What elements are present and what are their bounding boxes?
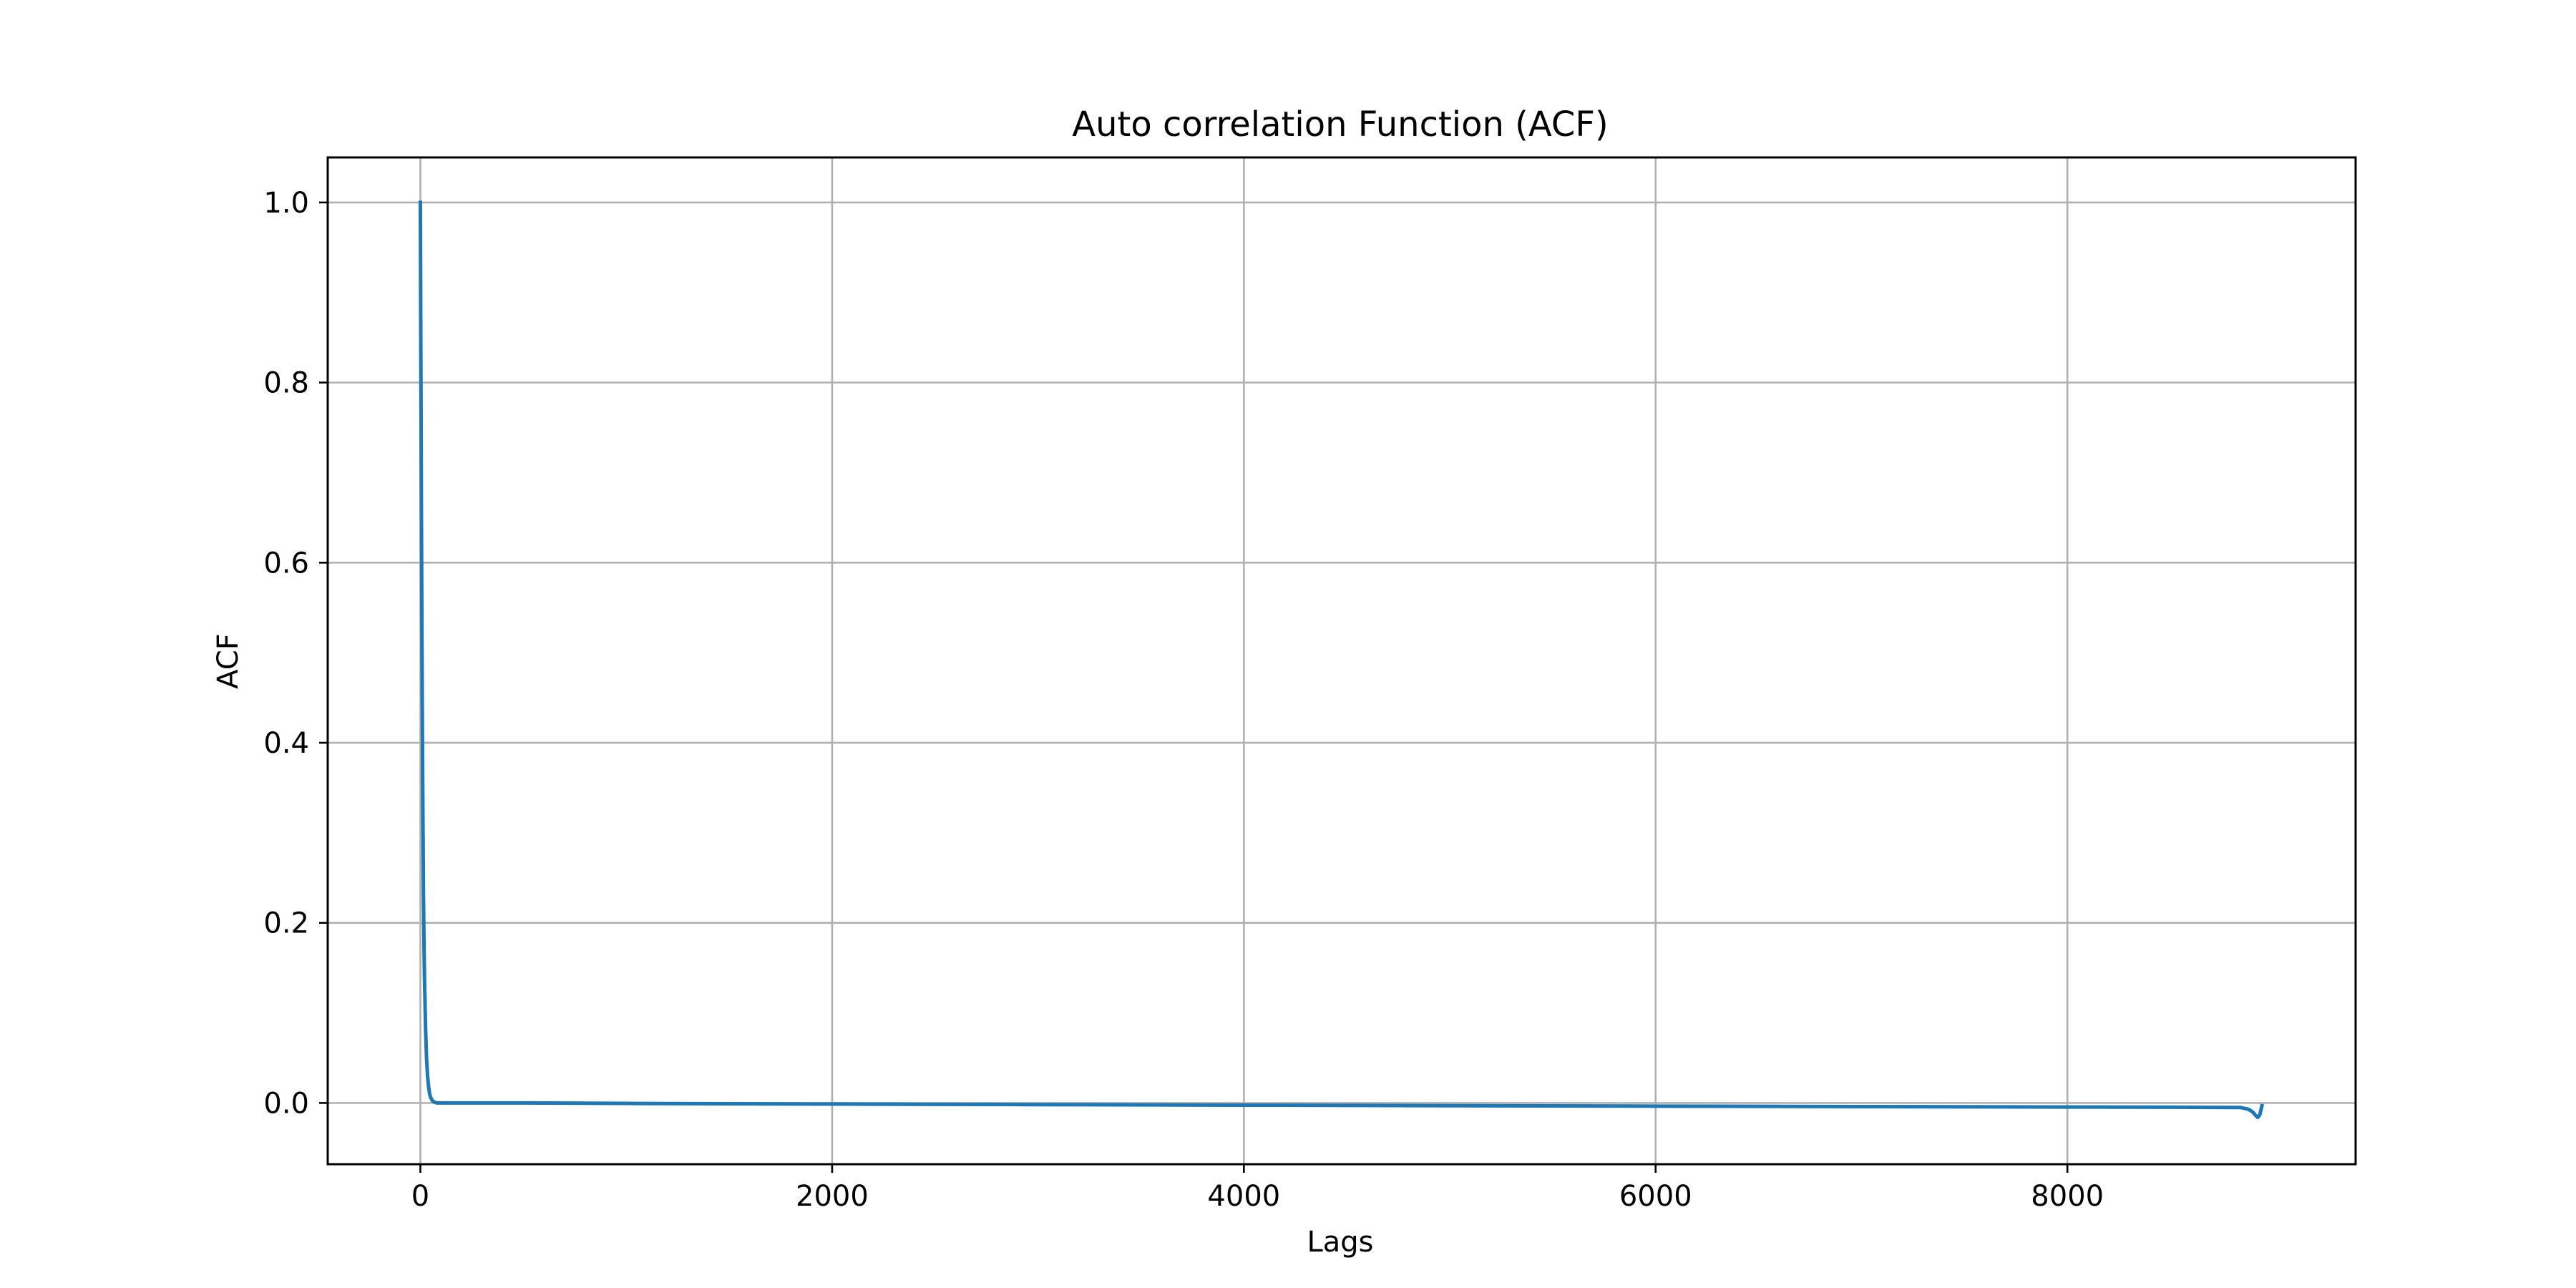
x-tick-label: 8000	[2031, 1180, 2104, 1213]
tick-marks	[319, 201, 2069, 1173]
y-tick-label: 0.6	[263, 547, 309, 580]
acf-series-line	[418, 200, 2265, 1120]
x-tick-label: 6000	[1619, 1180, 1692, 1213]
tick-labels: 0 2000 4000 6000 8000 0.0 0.2 0.4 0.6 0.8 1.0	[263, 187, 2104, 1213]
y-tick-label: 0.2	[263, 907, 309, 940]
x-axis-label: Lags	[1307, 1226, 1373, 1259]
axes-frame	[326, 156, 2357, 1166]
y-tick-label: 1.0	[263, 187, 309, 220]
x-tick-label: 0	[411, 1180, 429, 1213]
x-tick-label: 4000	[1207, 1180, 1280, 1213]
x-tick-label: 2000	[796, 1180, 869, 1213]
y-tick-label: 0.0	[263, 1087, 309, 1120]
y-tick-label: 0.8	[263, 367, 309, 400]
y-tick-label: 0.4	[263, 727, 309, 760]
series-layer	[418, 200, 2265, 1120]
chart-title: Auto correlation Function (ACF)	[1072, 104, 1609, 145]
y-axis-label: ACF	[212, 633, 245, 689]
